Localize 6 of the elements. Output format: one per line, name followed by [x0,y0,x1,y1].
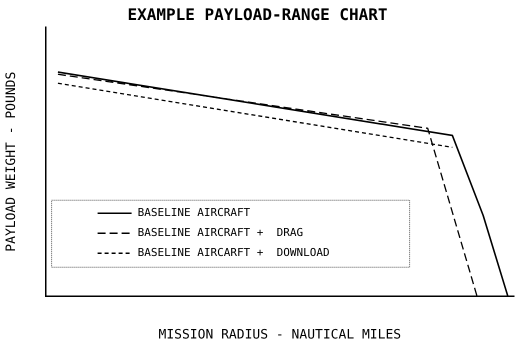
legend-label: BASELINE AIRCARFT + DOWNLOAD [138,246,330,260]
legend-label: BASELINE AIRCRAFT + DRAG [138,226,304,240]
legend-label: BASELINE AIRCRAFT [138,206,251,220]
chart-title: EXAMPLE PAYLOAD-RANGE CHART [127,4,388,24]
x-axis-title: MISSION RADIUS - NAUTICAL MILES [158,328,402,343]
y-axis-title: PAYLOAD WEIGHT - POUNDS [4,72,20,252]
